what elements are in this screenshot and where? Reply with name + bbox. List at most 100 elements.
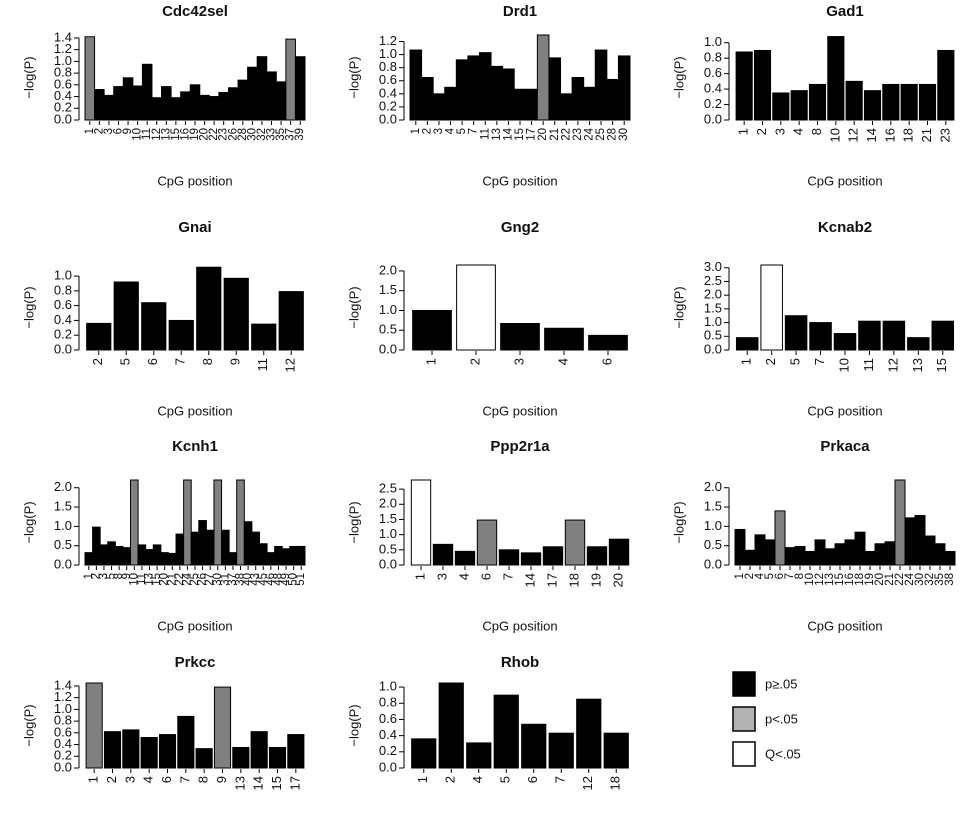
x-tick-label: 8: [196, 776, 211, 783]
x-tick-label: 16: [844, 573, 856, 586]
bar: [914, 515, 926, 566]
bar: [794, 545, 806, 566]
x-tick-label: 49: [280, 573, 292, 586]
bar: [944, 550, 956, 566]
legend-swatch: [732, 706, 756, 732]
bar: [285, 38, 296, 121]
x-tick-label: 31: [219, 573, 231, 586]
x-tick-label: 14: [251, 776, 266, 790]
bar: [564, 519, 586, 566]
bar: [189, 84, 201, 121]
bar: [170, 97, 182, 121]
x-tick-label: 32: [256, 128, 268, 141]
y-tick-label: 1.0: [54, 268, 72, 283]
x-tick-label: 1: [423, 358, 438, 365]
bar: [476, 519, 498, 566]
x-tick-label: 9: [122, 128, 134, 134]
x-tick-label: 7: [177, 776, 192, 783]
x-tick-label: 1: [739, 358, 754, 365]
x-tick-label: 11: [861, 358, 876, 372]
bar: [99, 544, 109, 566]
bar: [278, 291, 304, 351]
x-tick-label: 3: [434, 573, 449, 580]
bar: [160, 552, 169, 566]
bar: [560, 93, 573, 121]
y-tick-label: 0.0: [379, 759, 397, 774]
bar: [213, 479, 223, 566]
bar: [576, 698, 602, 769]
x-tick-label: 16: [179, 128, 191, 141]
x-tick-label: 13: [491, 128, 503, 141]
bar: [467, 55, 480, 121]
x-tick-label: 20: [874, 573, 886, 586]
x-tick-label: 15: [170, 128, 182, 141]
bar: [281, 548, 291, 566]
bar: [103, 731, 122, 769]
x-tick-label: 26: [227, 128, 239, 141]
x-tick-label: 7: [173, 358, 188, 365]
x-tick-label: 27: [204, 573, 216, 586]
y-axis-label: −log(P): [671, 286, 686, 328]
x-tick-label: 13: [824, 573, 836, 586]
x-tick-label: 11: [136, 573, 148, 585]
bar: [122, 77, 134, 121]
bar: [456, 264, 496, 351]
y-axis-label: −log(P): [346, 501, 361, 543]
y-tick-label: 0.5: [704, 328, 722, 343]
bar: [490, 65, 504, 121]
legend-label: p≥.05: [765, 676, 797, 691]
chart-title: Gad1: [826, 3, 864, 20]
x-tick-label: 30: [246, 128, 258, 141]
chart-title: Kcnab2: [818, 219, 872, 236]
bar: [804, 550, 816, 566]
y-tick-label: 0.0: [704, 341, 722, 356]
y-tick-label: 1.0: [704, 518, 722, 533]
bar: [617, 55, 631, 121]
x-tick-label: 10: [132, 128, 144, 141]
chart-title: Kcnh1: [172, 438, 218, 455]
y-tick-label: 1.0: [379, 526, 397, 541]
x-tick-label: 12: [151, 128, 163, 141]
x-tick-label: 26: [197, 573, 209, 586]
x-tick-label: 13: [160, 128, 172, 141]
bar: [266, 71, 277, 121]
x-tick-label: 38: [944, 573, 956, 586]
bar: [827, 36, 845, 121]
bar: [132, 85, 143, 121]
bar: [141, 302, 167, 351]
bar: [478, 52, 492, 121]
bar: [744, 549, 756, 566]
y-axis-label: −log(P): [346, 286, 361, 328]
bar: [250, 731, 268, 769]
x-tick-label: 1: [415, 776, 430, 783]
bar: [845, 80, 863, 121]
x-axis-label: CpG position: [482, 403, 557, 418]
chart-title: Rhob: [501, 654, 539, 671]
bar: [884, 541, 896, 566]
x-tick-label: 35: [275, 128, 287, 141]
bar: [772, 92, 790, 121]
bar: [874, 543, 886, 566]
bar: [274, 545, 283, 566]
y-tick-label: 0.2: [379, 743, 397, 758]
bar: [247, 66, 258, 121]
x-tick-label: 22: [894, 573, 906, 586]
bar: [177, 715, 195, 769]
bar: [213, 686, 232, 769]
y-tick-label: 0.6: [54, 724, 72, 739]
bar: [294, 56, 306, 121]
x-tick-label: 21: [884, 573, 896, 586]
y-tick-label: 3.0: [704, 259, 722, 274]
bar: [183, 479, 192, 566]
y-tick-label: 0.2: [54, 748, 72, 763]
x-tick-label: 19: [189, 128, 201, 141]
bar: [175, 533, 185, 566]
bar: [145, 549, 154, 566]
y-tick-label: 0.6: [54, 76, 72, 91]
x-tick-label: 10: [827, 128, 842, 142]
y-tick-label: 0.0: [379, 341, 397, 356]
x-tick-label: 6: [145, 358, 160, 365]
x-tick-label: 51: [295, 573, 307, 586]
x-tick-label: 50: [288, 573, 300, 586]
